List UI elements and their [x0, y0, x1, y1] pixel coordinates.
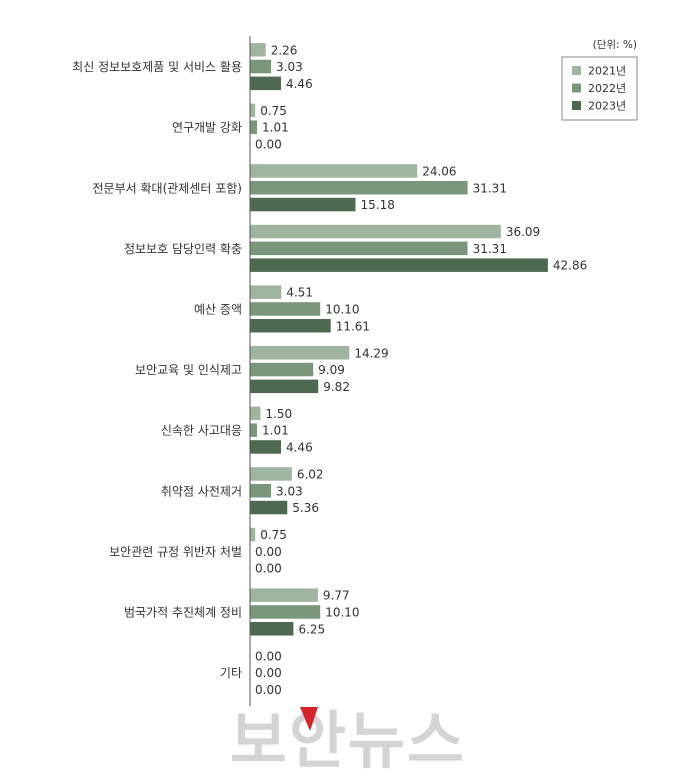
category-label: 신속한 사고대응 — [161, 424, 242, 438]
data-label: 10.10 — [325, 302, 359, 316]
bar — [250, 120, 258, 134]
legend-swatch — [572, 83, 581, 93]
bar — [250, 197, 356, 212]
value-labels: 2.26 3.03 4.46 0.75 1.01 0.00 24.06 31.31 15.18 3… — [255, 43, 587, 697]
bar — [250, 103, 256, 118]
data-label: 5.36 — [292, 501, 319, 515]
data-label: 31.31 — [473, 181, 507, 195]
bar — [250, 164, 418, 178]
data-label: 4.46 — [286, 77, 313, 91]
bar — [250, 59, 272, 74]
bar — [250, 319, 331, 333]
bar — [250, 43, 266, 57]
bar — [250, 500, 288, 515]
category-label: 보안관련 규정 위반자 처벌 — [109, 545, 242, 559]
bar — [250, 467, 292, 481]
data-label: 36.09 — [506, 225, 540, 239]
data-label: 0.00 — [255, 683, 282, 697]
bar — [250, 406, 261, 421]
data-label: 42.86 — [553, 259, 587, 273]
data-label: 0.00 — [255, 562, 282, 576]
bar — [250, 605, 321, 619]
category-label: 범국가적 추진체계 정비 — [124, 605, 242, 619]
legend-label: 2023년 — [588, 100, 626, 113]
category-label: 예산 증액 — [194, 302, 242, 316]
watermark-accent-icon — [300, 707, 318, 731]
bar — [250, 588, 318, 602]
bar — [250, 440, 281, 454]
data-label: 1.01 — [262, 424, 289, 438]
data-label: 0.00 — [255, 666, 282, 680]
data-label: 11.61 — [336, 319, 370, 333]
unit-label: (단위: %) — [593, 38, 637, 51]
bar — [250, 423, 258, 437]
category-label: 취약점 사전제거 — [161, 483, 242, 498]
category-label: 기타 — [220, 666, 242, 680]
legend-swatch — [572, 66, 581, 75]
data-label: 24.06 — [422, 164, 456, 178]
bar — [250, 285, 282, 299]
bar — [250, 362, 314, 377]
watermark-text: 보안뉴스 — [230, 704, 466, 777]
category-label: 정보보호 담당인력 확충 — [124, 242, 242, 256]
legend-label: 2021년 — [588, 65, 626, 78]
category-label: 전문부서 확대(관제센터 포함) — [93, 181, 242, 195]
bar — [250, 181, 468, 195]
data-label: 0.00 — [255, 649, 282, 663]
category-label: 보안교육 및 인식제고 — [135, 363, 242, 377]
data-label: 10.10 — [325, 605, 359, 619]
data-label: 9.82 — [323, 380, 350, 394]
data-label: 6.25 — [298, 622, 325, 636]
bars — [250, 43, 548, 636]
data-label: 3.03 — [276, 60, 303, 74]
bar — [250, 302, 321, 316]
bar — [250, 241, 468, 256]
data-label: 14.29 — [354, 346, 388, 360]
data-label: 0.00 — [255, 545, 282, 559]
bar — [250, 484, 272, 498]
data-label: 31.31 — [473, 242, 507, 256]
data-label: 0.00 — [255, 137, 282, 151]
legend-label: 2022년 — [588, 82, 626, 95]
legend-swatch — [572, 101, 581, 110]
bar — [250, 622, 294, 636]
data-label: 1.01 — [262, 121, 289, 135]
bar — [250, 76, 281, 91]
legend: 2021년 2022년 2023년 — [561, 56, 638, 121]
data-label: 9.09 — [318, 363, 345, 377]
data-label: 4.46 — [286, 440, 313, 454]
bar — [250, 379, 319, 394]
bar — [250, 224, 501, 239]
bar — [250, 527, 256, 542]
data-label: 0.75 — [260, 528, 287, 542]
data-label: 15.18 — [361, 198, 395, 212]
watermark-logo: 보안뉴스 — [230, 704, 466, 777]
data-label: 6.02 — [297, 467, 324, 481]
category-label: 연구개발 강화 — [172, 121, 242, 135]
data-label: 3.03 — [276, 484, 303, 498]
data-label: 4.51 — [286, 286, 313, 300]
bar — [250, 258, 548, 272]
data-label: 2.26 — [271, 43, 298, 57]
category-label: 최신 정보보호제품 및 서비스 활용 — [72, 60, 242, 74]
bar — [250, 346, 350, 360]
data-label: 0.75 — [260, 104, 287, 118]
data-label: 9.77 — [323, 589, 350, 603]
data-label: 1.50 — [265, 407, 292, 421]
